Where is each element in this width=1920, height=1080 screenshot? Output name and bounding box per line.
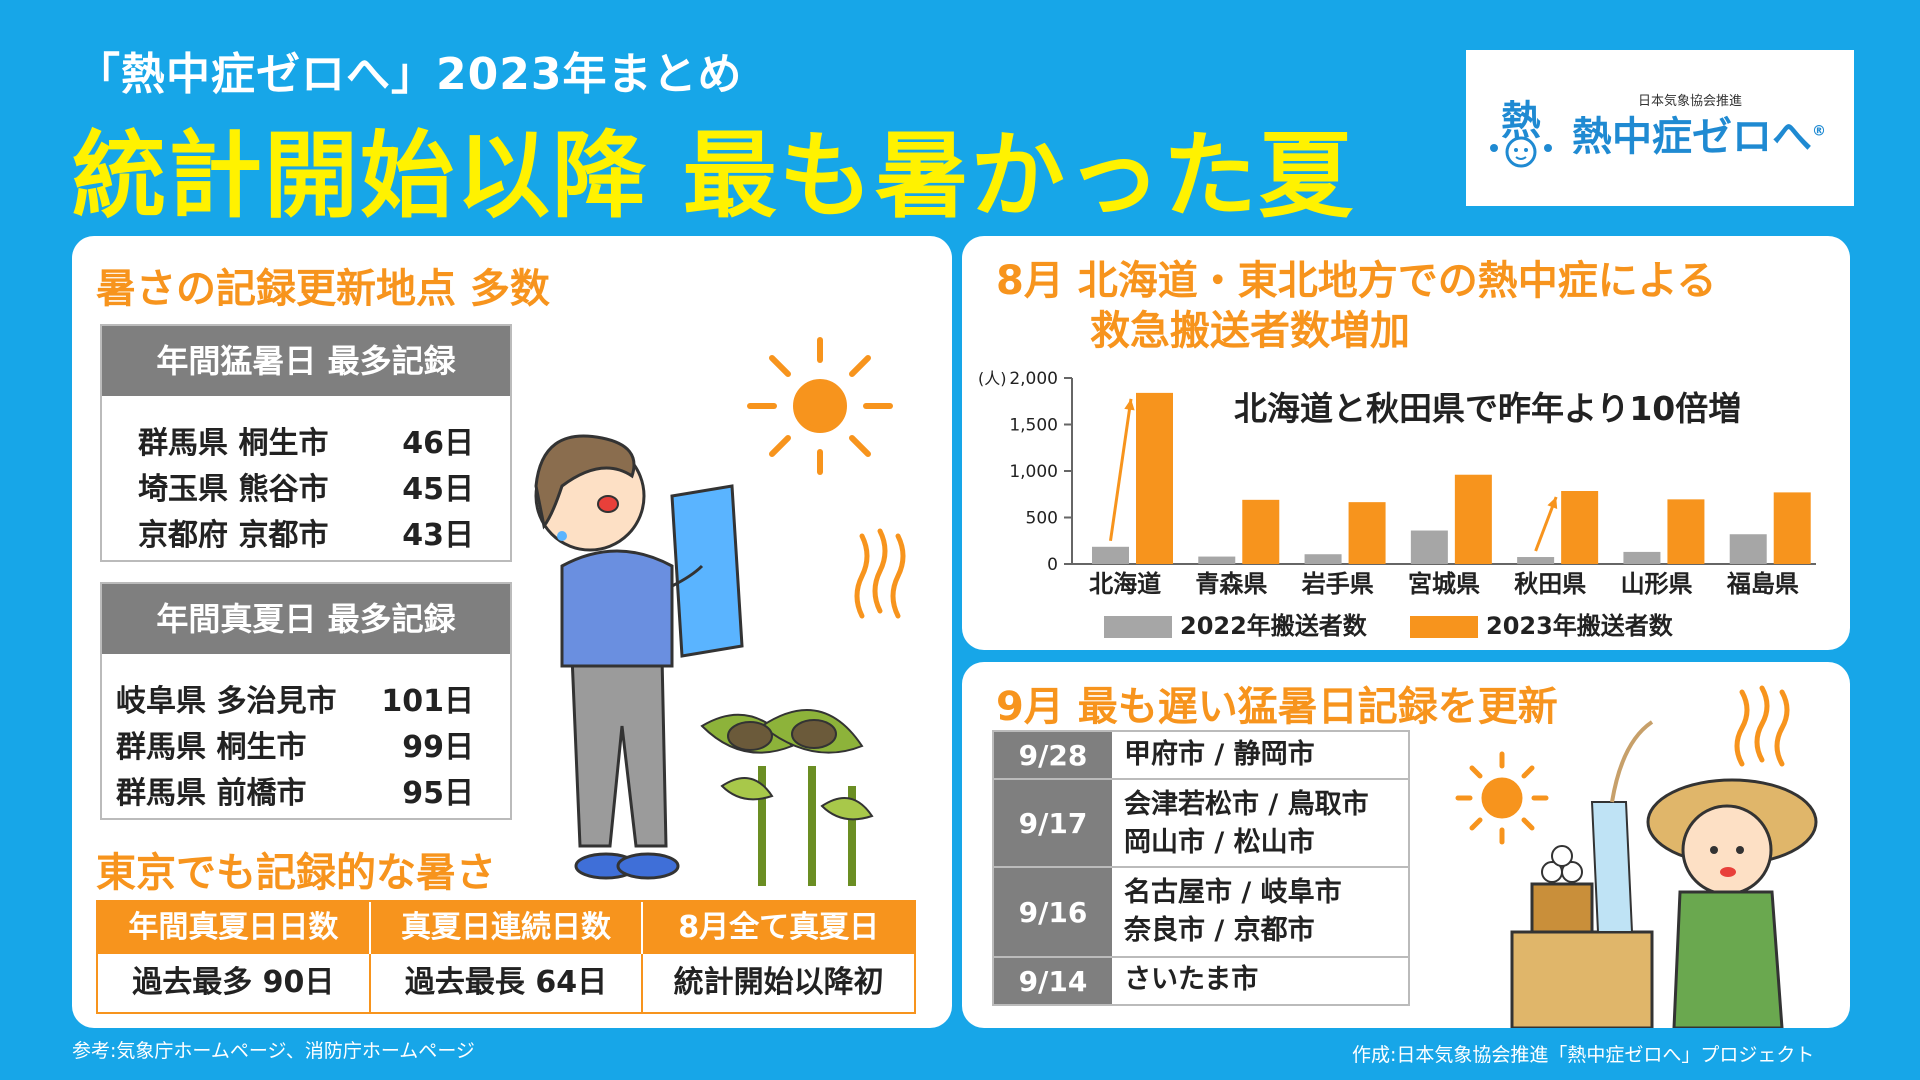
- bar-2023: [1348, 502, 1386, 564]
- legend-item-2022: 2022年搬送者数: [1104, 606, 1367, 641]
- tokyo-value-cell: 統計開始以降初: [643, 954, 915, 1012]
- record-row: 岐阜県 多治見市 101日: [116, 684, 474, 719]
- logo-org: 日本気象協会推進: [1638, 94, 1743, 109]
- bar-2022: [1092, 546, 1129, 564]
- child-icon: [1646, 778, 1818, 1028]
- x-tick-label: 北海道: [1089, 570, 1161, 598]
- bar-2022: [1410, 530, 1448, 564]
- page-title: 統計開始以降 最も暑かった夏: [72, 122, 1355, 231]
- moshobi-record-box: 年間猛暑日 最多記録 群馬県 桐生市 46日 埼玉県 熊谷市 45日 京都府 京都市…: [100, 324, 512, 562]
- record-row: 群馬県 桐生市 46日: [138, 426, 474, 461]
- logo: 熱 日本気象協会推進 熱中症ゼロへ®: [1466, 50, 1854, 206]
- x-tick-label: 福島県: [1726, 570, 1799, 598]
- table-row: 9/14 さいたま市: [994, 958, 1408, 1004]
- increase-arrow: [1109, 398, 1133, 542]
- x-tick-label: 青森県: [1195, 570, 1267, 598]
- source-note: 参考:気象庁ホームページ、消防庁ホームページ: [72, 1040, 475, 1062]
- tokyo-header-cell: 8月全て真夏日: [643, 902, 915, 954]
- bar-2023: [1136, 392, 1173, 564]
- legend-swatch-2022: [1104, 616, 1172, 638]
- heat-wave-icon: [854, 528, 906, 619]
- table-row: 9/17 会津若松市 / 鳥取市 岡山市 / 松山市: [994, 780, 1408, 868]
- records-panel: 暑さの記録更新地点 多数 年間猛暑日 最多記録 群馬県 桐生市 46日 埼玉県 熊…: [72, 236, 952, 1028]
- bar-2023: [1773, 492, 1811, 564]
- svg-text:熱: 熱: [1501, 98, 1541, 144]
- bar-2022: [1623, 551, 1661, 564]
- y-tick-label: 1,000: [1009, 462, 1058, 482]
- moshobi-record-title: 年間猛暑日 最多記録: [102, 326, 510, 396]
- september-panel: 9月 最も遅い猛暑日記録を更新 9/28 甲府市 / 静岡市 9/17 会津若松…: [962, 662, 1850, 1028]
- subtitle: 「熱中症ゼロへ」2023年まとめ: [76, 49, 743, 100]
- person-icon: [534, 434, 744, 880]
- legend-item-2023: 2023年搬送者数: [1410, 606, 1673, 641]
- record-row: 群馬県 桐生市 99日: [116, 730, 474, 765]
- increase-arrowhead: [1547, 496, 1558, 509]
- bar-2023: [1454, 474, 1492, 564]
- tokyo-header-cell: 年間真夏日日数: [98, 902, 371, 954]
- x-tick-label: 山形県: [1621, 570, 1693, 598]
- bar-2022: [1304, 554, 1342, 564]
- tokyo-value-cell: 過去最多 90日: [98, 954, 371, 1012]
- y-tick-label: 500: [1026, 509, 1058, 529]
- bar-2022: [1729, 534, 1767, 564]
- wilted-sunflower-icon: [700, 709, 874, 886]
- table-row: 9/16 名古屋市 / 岐阜市 奈良市 / 京都市: [994, 868, 1408, 958]
- offering-stand-icon: [1510, 720, 1654, 1028]
- x-tick-label: 宮城県: [1408, 570, 1480, 598]
- bar-2023: [1242, 499, 1280, 564]
- credit-note: 作成:日本気象協会推進「熱中症ゼロへ」プロジェクト: [1352, 1044, 1815, 1066]
- record-row: 群馬県 前橋市 95日: [116, 776, 474, 811]
- y-tick-label: 1,500: [1009, 416, 1058, 436]
- tokyo-table: 年間真夏日日数 真夏日連続日数 8月全て真夏日 過去最多 90日 過去最長 64…: [96, 900, 916, 1014]
- bar-2022: [1198, 556, 1236, 564]
- y-axis-label: (人): [978, 369, 1007, 388]
- logo-mark-icon: 熱: [1490, 98, 1552, 168]
- x-tick-label: 秋田県: [1514, 570, 1586, 598]
- august-heading-line2: 救急搬送者数増加: [1090, 308, 1410, 354]
- legend-swatch-2023: [1410, 616, 1478, 638]
- bar-2022: [1517, 557, 1555, 564]
- sun-icon: [1455, 751, 1549, 845]
- tokyo-heading: 東京でも記録的な暑さ: [96, 850, 496, 896]
- increase-arrowhead: [1124, 398, 1135, 411]
- chart-annotation: 北海道と秋田県で昨年より10倍増: [1234, 389, 1742, 428]
- tokyo-value-cell: 過去最長 64日: [370, 954, 644, 1012]
- september-table: 9/28 甲府市 / 静岡市 9/17 会津若松市 / 鳥取市 岡山市 / 松山市…: [992, 730, 1410, 1006]
- bar-2023: [1561, 490, 1599, 564]
- tokyo-header-cell: 真夏日連続日数: [370, 902, 644, 954]
- september-heading: 9月 最も遅い猛暑日記録を更新: [996, 684, 1558, 730]
- manatsubi-record-title: 年間真夏日 最多記録: [102, 584, 510, 654]
- logo-name: 熱中症ゼロへ®: [1572, 114, 1826, 160]
- moon-viewing-child-illustration: [1455, 685, 1818, 1028]
- record-row: 埼玉県 熊谷市 45日: [138, 472, 474, 507]
- bar-2023: [1667, 499, 1705, 564]
- record-row: 京都府 京都市 43日: [138, 518, 474, 553]
- y-tick-label: 2,000: [1009, 369, 1058, 389]
- y-tick-label: 0: [1047, 555, 1058, 575]
- records-heading: 暑さの記録更新地点 多数: [96, 266, 550, 312]
- x-tick-label: 岩手県: [1301, 570, 1374, 598]
- table-row: 9/28 甲府市 / 静岡市: [994, 732, 1408, 780]
- manatsubi-record-box: 年間真夏日 最多記録 岐阜県 多治見市 101日 群馬県 桐生市 99日 群馬県 前…: [100, 582, 512, 820]
- hot-person-illustration: [534, 337, 906, 886]
- sun-icon: [747, 337, 893, 475]
- transport-bar-chart: 0 500 1,000 1,500 2,000(人) 北海道 青森県 岩手県 宮城県 秋田県 山形県…: [978, 369, 1816, 598]
- heat-wave-icon: [1734, 685, 1790, 767]
- august-panel: 8月 北海道・東北地方での熱中症による 救急搬送者数増加 0 500 1,000 1,…: [962, 236, 1850, 650]
- august-heading-line1: 8月 北海道・東北地方での熱中症による: [996, 258, 1717, 304]
